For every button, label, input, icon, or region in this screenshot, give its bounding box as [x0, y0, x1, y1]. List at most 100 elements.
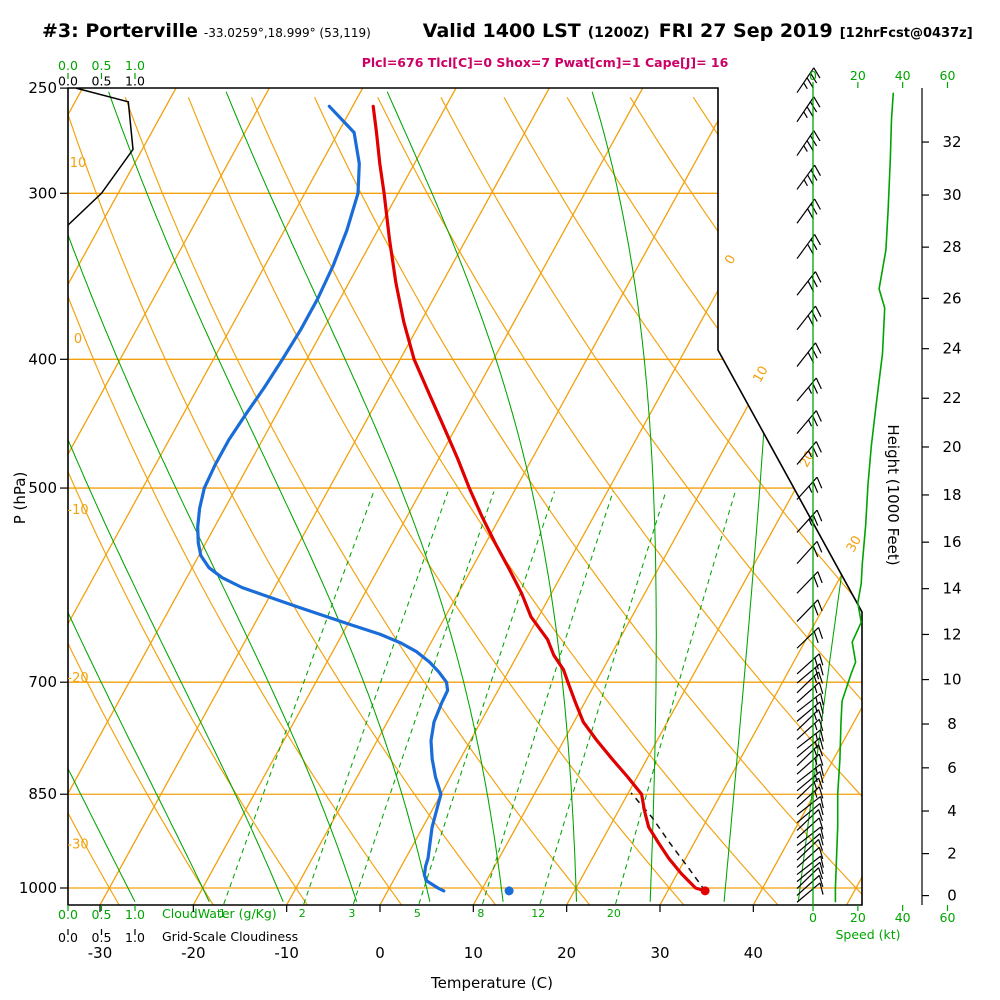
wind-barb-feather [813, 130, 821, 142]
wind-barb [796, 476, 823, 500]
wind-barb-staff [796, 198, 816, 224]
pressure-tick-label: 300 [28, 184, 57, 202]
wind-barb-staff [796, 874, 820, 896]
wind-barb-feather [817, 571, 823, 584]
height-tick-label: 6 [947, 759, 957, 777]
wind-barb-staff [796, 729, 822, 749]
wind-barb-feather [820, 796, 824, 809]
height-tick-label: 24 [942, 340, 961, 358]
wind-barb-feather [813, 67, 821, 79]
wind-barb-half-feather [814, 757, 818, 766]
dry-adiabat-line [124, 97, 591, 905]
wind-barb [796, 305, 822, 331]
dry-adiabat-line [883, 97, 1000, 905]
wind-barb-feather [814, 234, 821, 246]
moist-adiabat-line [0, 313, 60, 902]
temperature-tick-label: 30 [650, 944, 669, 962]
station-coords: -33.0259°,18.999° (53,119) [203, 26, 371, 40]
wind-barb-staff [796, 777, 819, 800]
wind-barb-half-feather [803, 145, 808, 152]
wind-barb-feather [820, 826, 824, 839]
temperature-tick-label: -20 [181, 944, 206, 962]
isotherm-line [659, 88, 862, 905]
wind-barb [796, 342, 822, 367]
cloud-water-curve [68, 88, 134, 226]
surface-dewpoint-dot [504, 886, 514, 896]
dry-adiabat-label: -20 [67, 671, 88, 686]
wind-barb-feather [818, 744, 824, 757]
surface-temp-dot [700, 886, 710, 896]
wind-barb-staff [796, 882, 821, 903]
dry-adiabat-label: -30 [67, 837, 88, 852]
cloudiness-tick-label-bottom: 0.5 [92, 930, 112, 945]
wind-barb-staff [796, 744, 819, 767]
wind-barb-feather [814, 657, 819, 670]
isotherm-line [192, 88, 644, 905]
cloudwater-tick-label-bottom: 0.5 [92, 907, 112, 922]
wind-barb-feather [815, 410, 822, 422]
wind-barb-staff [796, 817, 820, 839]
wind-barb [796, 599, 823, 622]
wind-barb-feather [818, 847, 824, 860]
wind-barb-feather [819, 701, 824, 714]
wind-barb-staff [796, 626, 819, 649]
wind-barb-half-feather [808, 450, 813, 458]
wind-barb-half-feather [814, 686, 818, 694]
mixing-ratio-line [539, 491, 667, 905]
wind-barb [796, 802, 824, 824]
wind-barb-staff [796, 737, 821, 758]
temperature-tick-label: -30 [88, 944, 113, 962]
wind-barb [796, 737, 824, 758]
wind-barb-half-feather [808, 518, 813, 526]
mixing-ratio-label: 8 [477, 907, 484, 920]
isotherm-line [566, 88, 862, 905]
wind-barb-half-feather [815, 697, 819, 705]
wind-barb-staff [796, 786, 820, 808]
wind-barb-staff [796, 164, 816, 190]
cloudiness-tick-label-top: 1.0 [125, 74, 145, 89]
height-tick-label: 12 [942, 625, 961, 643]
wind-barb-half-feather [814, 723, 818, 731]
wind-barb-feather [818, 719, 824, 732]
cloudwater-tick-label-top: 0.5 [92, 58, 112, 73]
wind-barb-feather [815, 377, 822, 390]
isotherm-label: 0 [722, 253, 739, 268]
height-tick-label: 14 [942, 580, 961, 598]
wind-barb-half-feather [814, 705, 818, 713]
wind-barb-half-feather [815, 767, 819, 775]
wind-barb-feather [818, 777, 824, 790]
height-tick-label: 20 [942, 438, 961, 456]
wind-barb [796, 882, 824, 903]
wind-barb [796, 786, 824, 808]
isotherm-line [99, 88, 550, 905]
wind-barb-feather [810, 203, 818, 215]
dry-adiabat-label: -10 [67, 503, 88, 518]
temperature-axis-title: Temperature (C) [431, 974, 553, 992]
dry-adiabat-line [756, 96, 862, 905]
wind-barb [796, 874, 824, 896]
dry-adiabat-line [68, 97, 497, 905]
mixing-ratio-line [223, 491, 375, 905]
cloudwater-axis-title: CloudWater (g/Kg) [162, 906, 277, 921]
wind-barb [796, 671, 824, 694]
wind-barb [796, 663, 824, 684]
pressure-tick-label: 500 [28, 479, 57, 497]
wind-barb-staff [796, 771, 821, 792]
speed-tick-label-top: 20 [850, 68, 866, 83]
wind-barb-feather [815, 441, 822, 453]
wind-barb-staff [796, 826, 822, 846]
isotherm-line [68, 88, 457, 905]
wind-barb-feather [820, 855, 824, 868]
wind-barb-half-feather [808, 485, 813, 493]
wind-barb [796, 571, 823, 594]
moist-adiabat-line [68, 91, 284, 903]
speed-tick-label-bottom: 0 [809, 910, 817, 925]
moist-adiabat-line [797, 91, 862, 902]
wind-barb-staff [796, 509, 818, 533]
wind-barb-staff [796, 846, 820, 868]
wind-barb-staff [796, 795, 822, 816]
dry-adiabat-line [0, 97, 25, 905]
wind-barb-staff [796, 763, 822, 784]
wind-barb [796, 234, 821, 260]
wind-barb [796, 838, 824, 861]
